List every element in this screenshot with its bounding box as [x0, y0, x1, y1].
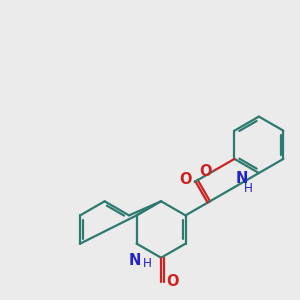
Text: O: O [179, 172, 192, 187]
Text: O: O [167, 274, 179, 289]
Text: N: N [129, 253, 141, 268]
Text: H: H [143, 257, 152, 270]
Text: O: O [199, 164, 211, 179]
Text: N: N [236, 171, 248, 186]
Text: H: H [244, 182, 253, 195]
